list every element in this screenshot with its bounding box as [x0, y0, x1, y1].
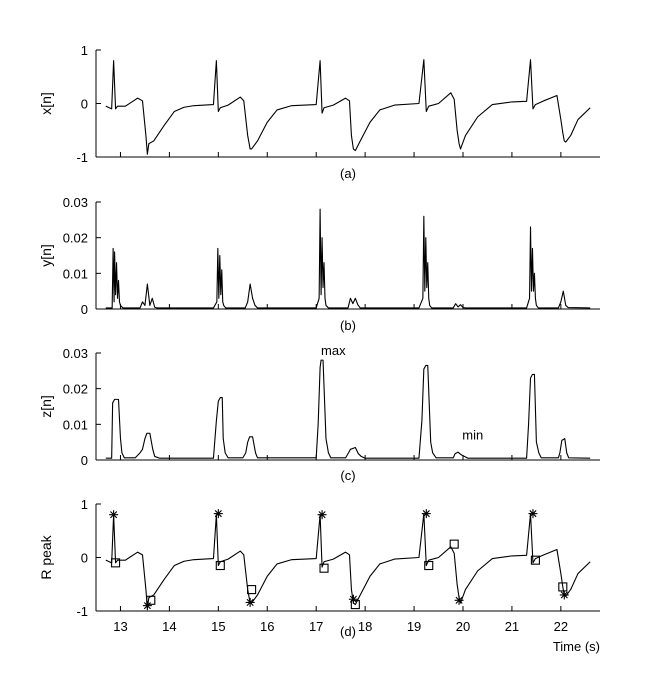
y-tick-label: 1 — [81, 43, 88, 58]
y-tick-label: 0 — [81, 551, 88, 566]
y-tick-label: -1 — [76, 604, 88, 619]
panel-d: -1 0 1 13 14 15 16 17 18 19 20 21 22 R peak (d) Time (s… — [38, 497, 600, 654]
y-tick-label: 0 — [81, 302, 88, 317]
x-tick-label: 13 — [113, 619, 127, 634]
star-marker — [245, 597, 255, 607]
y-tick-label: 0.03 — [63, 195, 88, 210]
panel-caption: (b) — [340, 318, 356, 333]
star-marker — [348, 594, 358, 604]
signal-trace — [105, 59, 591, 155]
star-marker — [317, 510, 327, 520]
x-tick-label: 15 — [211, 619, 225, 634]
x-tick-label: 21 — [505, 619, 519, 634]
y-tick-label: 0 — [81, 97, 88, 112]
x-tick-label: 22 — [554, 619, 568, 634]
square-marker — [530, 555, 540, 565]
square-marker — [247, 585, 257, 595]
panel-c: 0 0.01 0.02 0.03 z[n] (c) max min — [38, 343, 600, 483]
x-axis-label: Time (s) — [553, 639, 600, 654]
panel-caption: (a) — [340, 166, 356, 181]
annotation-min: min — [462, 427, 483, 442]
x-tick-label: 16 — [260, 619, 274, 634]
x-tick-label: 17 — [309, 619, 323, 634]
signal-trace — [105, 359, 591, 459]
star-marker — [142, 601, 152, 611]
square-marker — [350, 600, 360, 610]
y-axis-label: z[n] — [38, 395, 54, 418]
signal-trace — [105, 208, 591, 309]
signal-trace — [105, 513, 591, 609]
y-axis-label: R peak — [38, 534, 54, 579]
y-tick-label: 0 — [81, 453, 88, 468]
square-marker — [424, 560, 434, 571]
y-tick-label: 0.03 — [63, 346, 88, 361]
square-marker — [449, 539, 459, 549]
square-marker — [146, 595, 156, 605]
x-tick-label: 20 — [456, 619, 470, 634]
square-marker — [111, 558, 121, 568]
panel-caption: (c) — [340, 468, 355, 483]
star-marker — [528, 509, 538, 519]
y-axis-label: y[n] — [38, 244, 54, 267]
x-tick-label: 18 — [358, 619, 372, 634]
x-tick-label: 14 — [162, 619, 176, 634]
y-axis-label: x[n] — [38, 92, 54, 115]
y-tick-label: 1 — [81, 497, 88, 512]
star-marker — [109, 510, 119, 520]
star-marker — [213, 509, 223, 519]
square-marker — [558, 582, 568, 592]
annotation-max: max — [321, 343, 346, 358]
x-tick-label: 19 — [407, 619, 421, 634]
panel-caption: (d) — [340, 624, 356, 639]
square-marker — [319, 563, 329, 573]
y-tick-label: 0.02 — [63, 382, 88, 397]
square-marker — [215, 560, 225, 571]
y-tick-label: 0.01 — [63, 417, 88, 432]
y-tick-label: 0.01 — [63, 266, 88, 281]
panel-a: -1 0 1 x[n] (a) — [38, 43, 600, 181]
star-marker — [421, 509, 431, 519]
star-marker — [559, 590, 569, 600]
y-tick-label: 0.02 — [63, 231, 88, 246]
star-marker — [454, 595, 464, 605]
panel-b: 0 0.01 0.02 0.03 y[n] (b) — [38, 195, 600, 333]
y-tick-label: -1 — [76, 150, 88, 165]
